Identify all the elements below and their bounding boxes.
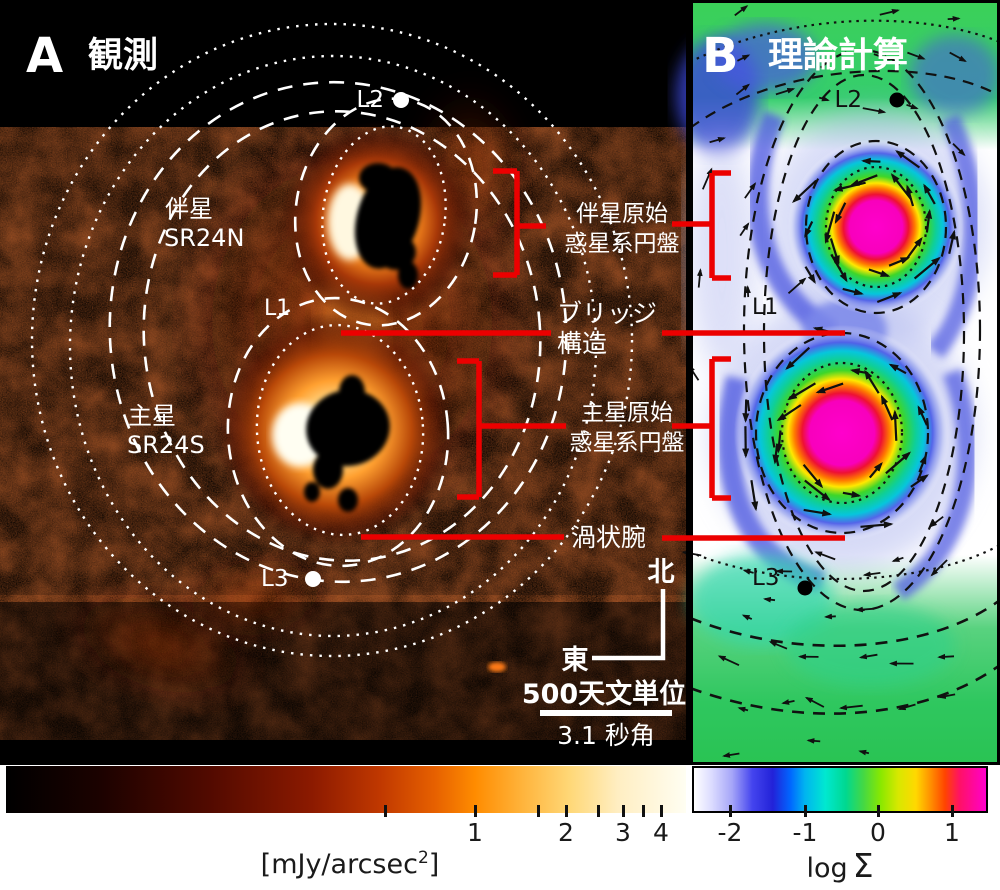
companion-name: SR24N xyxy=(164,224,244,252)
companion-disk-b xyxy=(788,139,964,315)
primary-label: 主星 xyxy=(128,402,176,430)
primary-disk-label-1: 主星原始 xyxy=(581,400,673,426)
colorbar-b-gradient xyxy=(692,766,988,813)
panel-a-letter: A xyxy=(26,28,63,84)
colorbar-b-ticklabel: 0 xyxy=(870,818,886,847)
companion-label: 伴星 xyxy=(165,195,213,223)
equipotential-contours-a xyxy=(30,22,634,658)
primary-disk-a xyxy=(215,312,455,548)
lagrange-l1-b: L1 xyxy=(752,295,778,320)
lagrange-point-marker-l3-a xyxy=(305,571,321,587)
bridge-label-1: ブリッジ xyxy=(557,299,657,328)
colorbar-a-gradient xyxy=(6,766,686,813)
colorbar-a-tick xyxy=(597,805,600,817)
colorbar-a-ticklabel: 4 xyxy=(653,818,669,847)
lagrange-l3-b: L3 xyxy=(752,565,779,591)
bridge-label-2: 構造 xyxy=(557,329,607,358)
companion-disk-label-1: 伴星原始 xyxy=(576,201,668,227)
lagrange-point-marker-l3-b xyxy=(797,580,813,596)
colorbar-b-tick xyxy=(951,805,954,817)
colorbar-a-ticklabel: 3 xyxy=(615,818,631,847)
lagrange-l2-a: L2 xyxy=(357,87,384,113)
colorbar-a-unit: [mJy/arcsec2] xyxy=(260,848,440,880)
colorbar-a-tick xyxy=(642,805,645,817)
lagrange-l3-a: L3 xyxy=(261,566,288,592)
compass-lines xyxy=(592,589,666,661)
velocity-arrows xyxy=(681,5,967,758)
spiral-arm-label: 渦状腕 xyxy=(571,523,646,552)
figure-panels: A 観測 伴星 SR24N 主星 SR24S L1 L2 L3 北 東 500天… xyxy=(0,0,1000,765)
colorbar-b-tick xyxy=(804,805,807,817)
scalebar-physical: 500天文単位 xyxy=(522,678,686,710)
companion-disk-label-2: 惑星系円盤 xyxy=(565,231,680,257)
lagrange-l2-b: L2 xyxy=(835,87,862,113)
compact-source xyxy=(488,662,506,672)
scalebar-angular: 3.1 秒角 xyxy=(557,721,655,750)
lagrange-point-marker-l2-a xyxy=(393,92,409,108)
colorbar-b-ticklabel: -1 xyxy=(792,818,818,847)
primary-disk-label-2: 惑星系円盤 xyxy=(570,430,685,456)
red-annotations xyxy=(341,168,845,541)
colorbar-b-label: log Σ xyxy=(806,846,874,885)
colorbar-a-tick xyxy=(537,805,540,817)
colorbar-b-ticklabel: 1 xyxy=(944,818,960,847)
colorbar-a-ticklabel: 2 xyxy=(558,818,574,847)
panel-a-title: 観測 xyxy=(88,36,158,76)
colorbar-b-tick xyxy=(877,805,880,817)
colorbar-a-tick xyxy=(660,805,663,817)
panel-a-image: A 観測 伴星 SR24N 主星 SR24S L1 L2 L3 北 東 500天… xyxy=(0,0,690,765)
roche-lobe-dotted xyxy=(255,125,447,537)
primary-disk-bracket-a xyxy=(457,358,566,500)
colorbar-a-tick xyxy=(622,805,625,817)
companion-disk-a xyxy=(279,122,475,322)
colorbar-a-ticklabel: 1 xyxy=(467,818,483,847)
companion-disk-bracket-b xyxy=(709,170,731,281)
companion-disk-bracket-a xyxy=(493,168,546,278)
primary-disk-b xyxy=(734,325,950,541)
primary-disk-bracket-b xyxy=(709,356,731,501)
compass-north: 北 xyxy=(648,557,675,588)
panel-b-image: B 理論計算 L2 L1 L3 xyxy=(676,0,1000,765)
colorbar-a-tick xyxy=(384,805,387,817)
colorbar-a-tick xyxy=(565,805,568,817)
lagrange-point-marker-l2-b xyxy=(889,92,905,108)
scale-bar xyxy=(540,710,672,716)
colorbar-a-tick xyxy=(474,805,477,817)
panel-b-letter: B xyxy=(702,28,739,84)
annotation-labels: 伴星原始 惑星系円盤 ブリッジ 構造 主星原始 惑星系円盤 渦状腕 xyxy=(557,201,685,552)
lagrange-l1-a: L1 xyxy=(264,296,290,321)
colorbar-b-ticklabel: -2 xyxy=(717,818,743,847)
panel-b-title: 理論計算 xyxy=(768,35,908,76)
colorbar-b-tick xyxy=(729,805,732,817)
primary-name: SR24S xyxy=(127,431,205,459)
compass-east: 東 xyxy=(562,645,589,676)
